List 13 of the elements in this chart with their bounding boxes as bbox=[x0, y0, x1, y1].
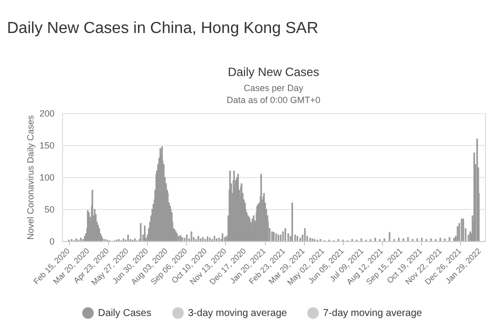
y-tick-label: 0 bbox=[49, 236, 54, 246]
y-tick-label: 200 bbox=[39, 108, 54, 118]
text: Cases per Day bbox=[244, 83, 304, 93]
y-tick-label: 150 bbox=[39, 140, 54, 150]
legend-label: 7-day moving average bbox=[323, 308, 422, 319]
legend-label: 3-day moving average bbox=[188, 308, 288, 319]
y-tick-label: 50 bbox=[44, 204, 54, 214]
y-tick-label: 100 bbox=[39, 172, 54, 182]
chart-title: Daily New Cases in China, Hong Kong SAR bbox=[7, 20, 318, 37]
y-axis-title: Novel Coronavirus Daily Cases bbox=[25, 114, 36, 240]
chart-subtitle: Daily New Cases bbox=[228, 65, 320, 79]
legend-label: Daily Cases bbox=[98, 308, 152, 319]
text: Data as of 0:00 GMT+0 bbox=[226, 95, 320, 105]
